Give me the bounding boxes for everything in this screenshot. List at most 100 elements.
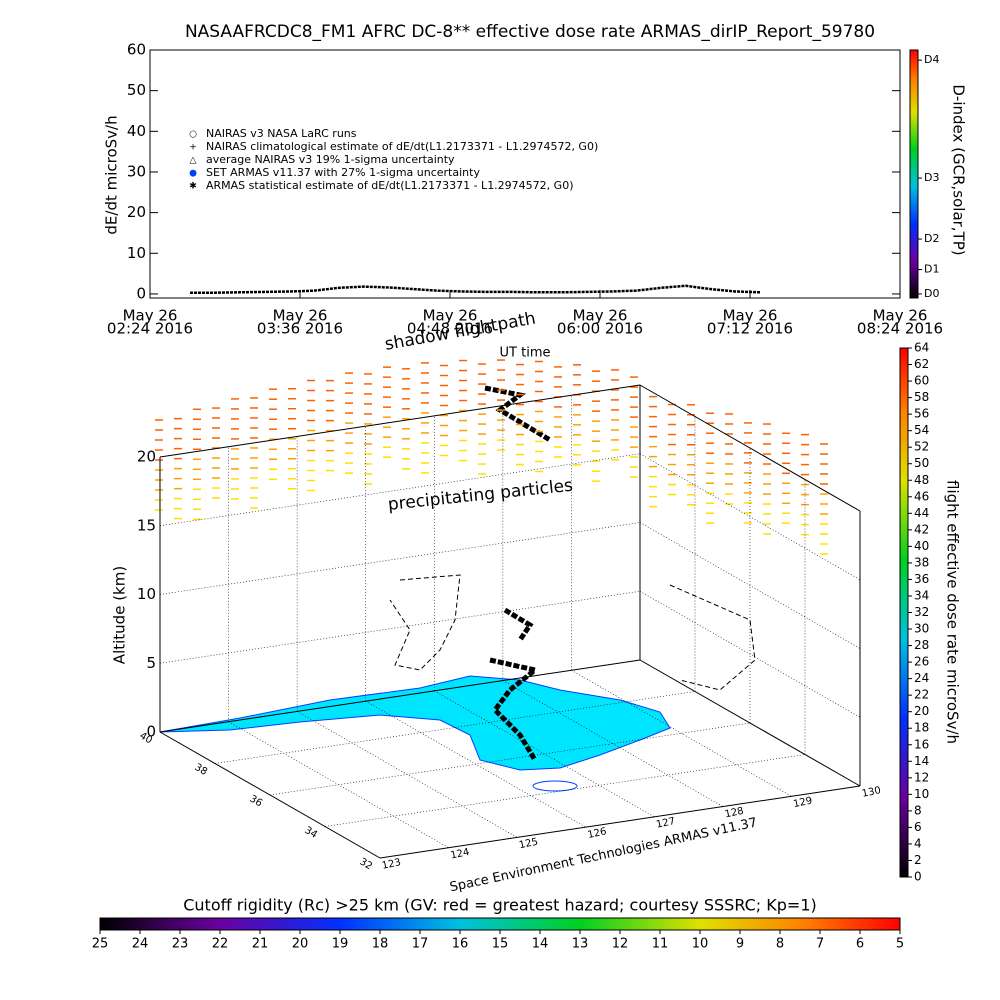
colorbar-tick-label: 60 — [914, 374, 929, 388]
z-tick-label: 0 — [146, 723, 156, 741]
grid-line — [365, 700, 586, 828]
colorbar-tick-label: 2 — [914, 853, 922, 867]
colorbar-tick-label: 32 — [914, 605, 929, 619]
colorbar-tick-label: 9 — [736, 937, 744, 952]
colorbar-tick-label: 25 — [92, 937, 109, 952]
colorbar-tick-label: 36 — [914, 572, 929, 586]
colorbar-tick-label: 6 — [856, 937, 864, 952]
colorbar-tick-label: 28 — [914, 638, 929, 652]
colorbar-tick-label: 38 — [914, 555, 929, 569]
colorbar-tick-label: 17 — [412, 937, 429, 952]
x-tick-label: 06:00 2016 — [557, 320, 643, 338]
colorbar-tick-label: 15 — [492, 937, 509, 952]
colorbar-tick-label: 16 — [914, 737, 929, 751]
z-tick-label: 15 — [137, 516, 156, 534]
lon-tick-label: 127 — [655, 816, 676, 831]
colorbar-tick-label: 19 — [332, 937, 349, 952]
legend-symbol: ✱ — [189, 182, 197, 192]
colorbar-title: Cutoff rigidity (Rc) >25 km (GV: red = g… — [183, 896, 817, 915]
y-tick-label: 60 — [127, 41, 146, 59]
lon-tick-label: 126 — [587, 826, 608, 841]
y-tick-label: 0 — [136, 284, 146, 302]
legend-symbol: ● — [189, 169, 197, 179]
colorbar-tick-label: 6 — [914, 820, 922, 834]
grid-line — [639, 522, 861, 649]
x-tick-label: 02:24 2016 — [107, 320, 193, 338]
legend-symbol: ○ — [189, 130, 197, 140]
lon-tick-label: 125 — [518, 837, 539, 852]
colorbar-tick-label: 48 — [914, 473, 929, 487]
d-index-colorbar — [909, 49, 919, 299]
y2-tick-label: D1 — [924, 263, 939, 276]
legend-entry: average NAIRAS v3 19% 1-sigma uncertaint… — [206, 153, 455, 166]
x-tick-label: May 26 — [873, 307, 928, 325]
x-tick-label: May 26 — [123, 307, 178, 325]
colorbar-tick-label: 21 — [252, 937, 269, 952]
colorbar-tick-label: 54 — [914, 423, 929, 437]
colorbar-tick-label: 23 — [172, 937, 189, 952]
colorbar-tick-label: 42 — [914, 522, 929, 536]
colorbar-tick-label: 56 — [914, 407, 929, 421]
x-tick-label: May 26 — [723, 307, 778, 325]
colorbar-tick-label: 14 — [532, 937, 549, 952]
legend-entry: SET ARMAS v11.37 with 27% 1-sigma uncert… — [206, 166, 480, 179]
lat-tick-label: 36 — [247, 793, 264, 809]
colorbar-label: flight effective dose rate microSv/h — [944, 480, 962, 744]
grid-line — [639, 453, 861, 581]
legend-entry: NAIRAS climatological estimate of dE/dt(… — [206, 140, 598, 153]
top-plot-frame — [149, 49, 901, 299]
legend-symbol: + — [189, 143, 197, 153]
island — [532, 780, 578, 792]
box-edge — [159, 384, 641, 458]
colorbar-tick-label: 24 — [914, 671, 929, 685]
grid-line — [639, 590, 861, 718]
x-tick-label: May 26 — [273, 307, 328, 325]
colorbar-tick-label: 18 — [372, 937, 389, 952]
colorbar-tick-label: 46 — [914, 489, 929, 503]
y-tick-label: 30 — [127, 162, 146, 180]
y2-tick-label: D3 — [924, 171, 939, 184]
y-tick-label: 50 — [127, 81, 146, 99]
lon-tick-label: 130 — [861, 785, 882, 800]
colorbar-tick-label: 64 — [914, 341, 929, 355]
colorbar-tick-label: 22 — [212, 937, 229, 952]
y2-tick-label: D4 — [924, 53, 939, 66]
colorbar-tick-label: 62 — [914, 357, 929, 371]
colorbar-tick-label: 13 — [572, 937, 589, 952]
colorbar-tick-label: 26 — [914, 655, 929, 669]
flightpath — [484, 385, 552, 762]
lon-tick-label: 124 — [450, 847, 471, 862]
lon-tick-label: 128 — [724, 806, 745, 821]
series-line — [190, 284, 761, 294]
box-edge — [159, 659, 641, 733]
x-tick-label: 08:24 2016 — [857, 320, 943, 338]
colorbar-tick-label: 34 — [914, 588, 929, 602]
colorbar-tick-label: 12 — [914, 770, 929, 784]
colorbar-tick-label: 12 — [612, 937, 629, 952]
y-tick-label: 40 — [127, 122, 146, 140]
y-label: dE/dt microSv/h — [103, 115, 121, 234]
colorbar-tick-label: 0 — [914, 870, 922, 884]
colorbar-tick-label: 40 — [914, 539, 929, 553]
colorbar-tick-label: 14 — [914, 754, 929, 768]
y-tick-label: 10 — [127, 244, 146, 262]
colorbar-tick-label: 10 — [692, 937, 709, 952]
colorbar-tick-label: 7 — [816, 937, 824, 952]
lon-tick-label: 123 — [381, 857, 402, 872]
grid-line — [502, 680, 724, 807]
colorbar-tick-label: 22 — [914, 688, 929, 702]
colorbar-tick-label: 50 — [914, 456, 929, 470]
x-label: UT time — [500, 346, 551, 361]
y-tick-label: 20 — [127, 203, 146, 221]
lon-tick-label: 129 — [792, 795, 813, 810]
colorbar-tick-label: 16 — [452, 937, 469, 952]
land — [159, 675, 671, 771]
colorbar-tick-label: 10 — [914, 787, 929, 801]
colorbar-tick-label: 20 — [914, 704, 929, 718]
x-tick-label: 03:36 2016 — [257, 320, 343, 338]
colorbar-tick-label: 8 — [914, 803, 922, 817]
colorbar-tick-label: 18 — [914, 721, 929, 735]
colorbar-tick-label: 24 — [132, 937, 149, 952]
colorbar-tick-label: 58 — [914, 390, 929, 404]
